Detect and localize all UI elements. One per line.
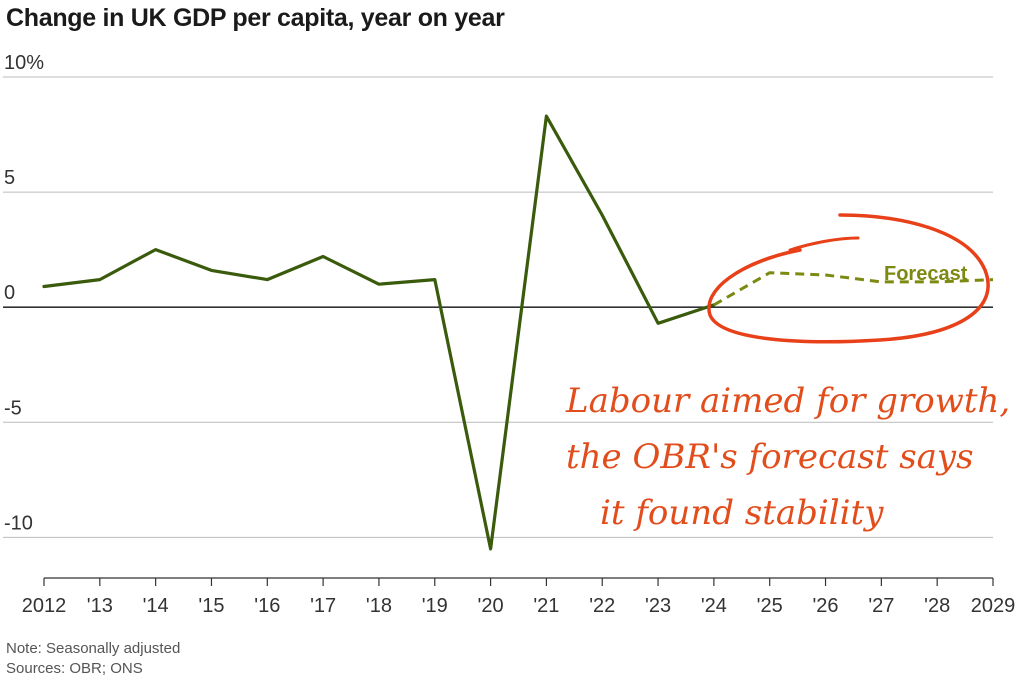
note-text: Note: Seasonally adjusted <box>6 640 181 657</box>
forecast-series-line <box>713 271 994 307</box>
x-tick-label: '27 <box>868 595 894 617</box>
grid-lines <box>3 76 993 538</box>
y-tick-label: -10 <box>4 512 33 534</box>
forecast-label: Forecast <box>884 263 968 285</box>
annotation-line-3: it found stability <box>600 493 884 533</box>
y-tick-label: -5 <box>4 397 22 419</box>
x-tick-label: '13 <box>87 595 113 617</box>
y-tick-label: 0 <box>4 282 15 304</box>
actual-series-line <box>42 114 716 551</box>
x-tick-label: 2029 <box>971 595 1016 617</box>
x-tick-label: 2012 <box>22 595 67 617</box>
y-tick-label: 10% <box>4 52 44 74</box>
x-axis: 2012 '13 '14 '15 '16 '17 '18 '19 '20 '21 '22 '23 '24… <box>22 577 1016 617</box>
annotation-line-2: the OBR's forecast says <box>566 437 974 477</box>
x-tick-label: '19 <box>422 595 448 617</box>
series-lines <box>42 114 994 551</box>
chart-title: Change in UK GDP per capita, year on yea… <box>6 4 505 32</box>
x-tick-label: '18 <box>366 595 392 617</box>
x-tick-label: '20 <box>478 595 504 617</box>
sources-text: Sources: OBR; ONS <box>6 660 143 677</box>
x-tick-label: '14 <box>143 595 169 617</box>
forecast-highlight-circle-stroke <box>788 236 860 252</box>
x-tick-label: '26 <box>812 595 838 617</box>
y-tick-label: 5 <box>4 167 15 189</box>
x-tick-label: '25 <box>757 595 783 617</box>
x-tick-label: '28 <box>924 595 950 617</box>
x-tick-label: '22 <box>589 595 615 617</box>
annotation: Forecast Labour aimed for growth, the OB… <box>565 213 1010 533</box>
x-tick-label: '16 <box>254 595 280 617</box>
annotation-line-1: Labour aimed for growth, <box>565 381 1010 421</box>
x-tick-label: '17 <box>310 595 336 617</box>
x-tick-label: '15 <box>198 595 224 617</box>
forecast-highlight-circle <box>707 213 990 344</box>
x-tick-label: '21 <box>533 595 559 617</box>
x-tick-label: '23 <box>645 595 671 617</box>
x-tick-label: '24 <box>701 595 727 617</box>
y-axis-tick-labels: 10% 5 0 -5 -10 <box>4 52 44 534</box>
